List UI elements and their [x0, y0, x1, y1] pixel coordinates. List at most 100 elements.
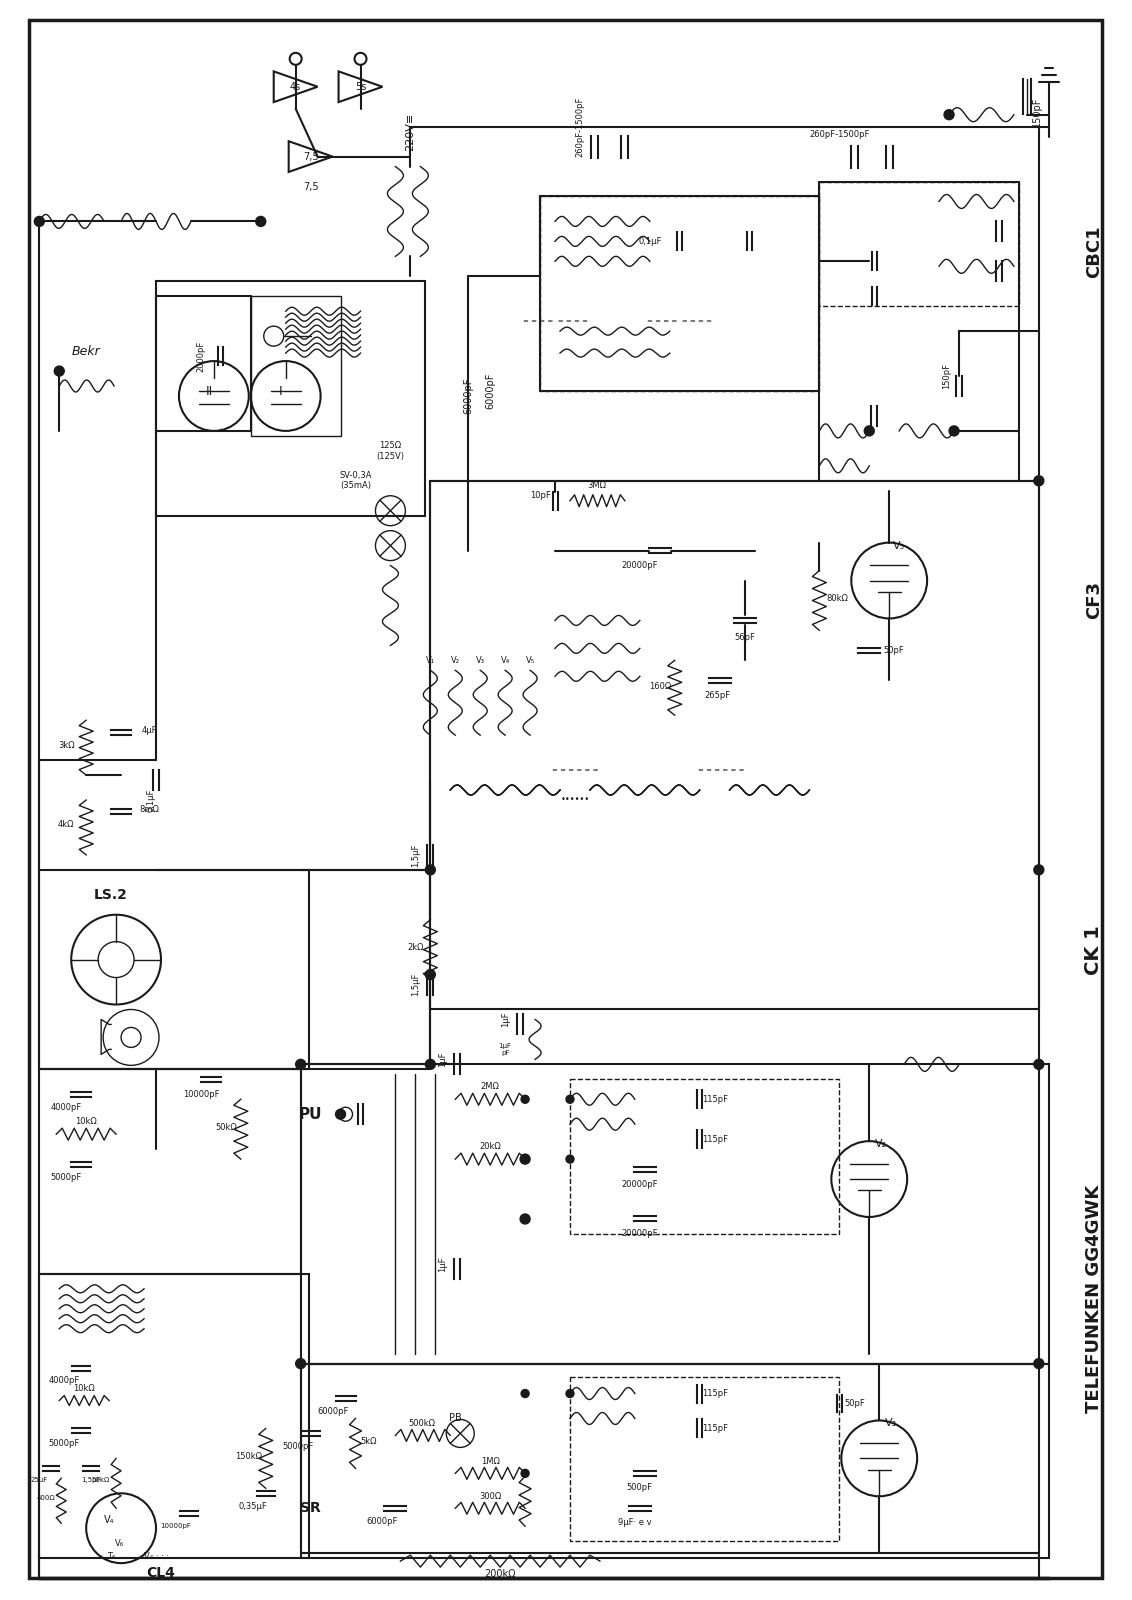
- Text: 0,1µF: 0,1µF: [146, 789, 155, 811]
- Text: V₃: V₃: [885, 1419, 898, 1429]
- Circle shape: [34, 216, 44, 227]
- Text: 20kΩ: 20kΩ: [479, 1142, 501, 1150]
- Text: 115pF: 115pF: [702, 1094, 728, 1104]
- Circle shape: [295, 1358, 306, 1368]
- Text: 1µF: 1µF: [500, 1011, 509, 1027]
- Text: V₅: V₅: [893, 541, 906, 550]
- Circle shape: [335, 1109, 345, 1120]
- Text: PB: PB: [449, 1413, 462, 1424]
- Circle shape: [864, 426, 874, 435]
- Circle shape: [426, 970, 436, 979]
- Text: SV-0,3A
(35mA): SV-0,3A (35mA): [340, 470, 371, 491]
- Circle shape: [295, 1059, 306, 1069]
- Text: V₄ · · ·: V₄ · · ·: [144, 1552, 169, 1560]
- Text: 0,1µF: 0,1µF: [638, 237, 661, 246]
- Text: 10kΩ: 10kΩ: [74, 1384, 95, 1394]
- Text: 4µF: 4µF: [142, 726, 156, 734]
- Bar: [430, 480, 1039, 1010]
- Text: 3MΩ: 3MΩ: [588, 482, 607, 490]
- Text: 20000pF: 20000pF: [621, 562, 658, 570]
- Text: SR: SR: [300, 1501, 321, 1515]
- Text: 220V≡: 220V≡: [405, 112, 415, 150]
- Text: 260pF-1500pF: 260pF-1500pF: [809, 130, 869, 139]
- Text: 500kΩ: 500kΩ: [409, 1419, 436, 1427]
- Text: T₆: T₆: [106, 1552, 115, 1560]
- Circle shape: [566, 1389, 574, 1397]
- Text: 150pF: 150pF: [943, 363, 952, 389]
- Text: 2MΩ: 2MΩ: [481, 1082, 499, 1091]
- Text: 8mΩ: 8mΩ: [139, 805, 158, 814]
- Text: V₄: V₄: [500, 656, 509, 666]
- Text: 150kΩ: 150kΩ: [235, 1451, 263, 1461]
- Bar: [820, 181, 1019, 306]
- Text: 115pF: 115pF: [702, 1424, 728, 1434]
- Text: 1,5µF: 1,5µF: [411, 843, 420, 867]
- Text: 5kΩ: 5kΩ: [360, 1437, 377, 1446]
- Text: 115pF: 115pF: [702, 1389, 728, 1398]
- Text: 400Ω: 400Ω: [37, 1496, 55, 1501]
- Text: 300Ω: 300Ω: [479, 1491, 501, 1501]
- Text: 3kΩ: 3kΩ: [58, 741, 75, 750]
- Text: CBC1: CBC1: [1084, 226, 1103, 278]
- Bar: [301, 1363, 1049, 1558]
- Text: 1µF
pF: 1µF pF: [499, 1043, 512, 1056]
- Text: 500pF: 500pF: [627, 1483, 653, 1491]
- Text: V₆: V₆: [114, 1539, 123, 1547]
- Circle shape: [521, 1389, 529, 1397]
- Circle shape: [1034, 1059, 1044, 1069]
- Text: Bekr: Bekr: [71, 344, 101, 358]
- Bar: [571, 1080, 839, 1234]
- Text: 5s: 5s: [354, 82, 366, 91]
- Circle shape: [521, 1155, 529, 1163]
- Text: 20000pF: 20000pF: [621, 1229, 658, 1238]
- Text: V₄: V₄: [104, 1515, 114, 1525]
- Text: 10kΩ: 10kΩ: [76, 1117, 97, 1126]
- Text: CK 1: CK 1: [1084, 925, 1104, 974]
- Text: 2000pF: 2000pF: [196, 341, 205, 371]
- Text: 7,5: 7,5: [303, 181, 318, 192]
- Text: 5000pF: 5000pF: [51, 1173, 82, 1181]
- Text: V₅: V₅: [525, 656, 534, 666]
- Bar: [540, 197, 820, 390]
- Text: 115pF: 115pF: [702, 1134, 728, 1144]
- Circle shape: [1034, 1358, 1044, 1368]
- Text: 4kΩ: 4kΩ: [58, 821, 75, 829]
- Text: 265pF: 265pF: [704, 691, 730, 699]
- Circle shape: [426, 866, 436, 875]
- Circle shape: [426, 1059, 436, 1069]
- Text: 4000pF: 4000pF: [49, 1376, 80, 1386]
- Text: 1,5µF: 1,5µF: [411, 973, 420, 997]
- Text: I: I: [278, 384, 283, 397]
- Text: CF3: CF3: [1084, 581, 1103, 619]
- Text: 1µF: 1µF: [438, 1051, 447, 1067]
- Text: 80kΩ: 80kΩ: [826, 594, 848, 603]
- Text: 50kΩ: 50kΩ: [215, 1123, 237, 1131]
- Text: 7,5: 7,5: [303, 152, 318, 162]
- Text: 6000pF: 6000pF: [486, 373, 495, 410]
- Text: PU: PU: [299, 1107, 323, 1122]
- Text: II: II: [205, 384, 213, 397]
- Text: 0,35µF: 0,35µF: [239, 1502, 267, 1510]
- Text: V₃: V₃: [475, 656, 484, 666]
- Text: 5000pF: 5000pF: [282, 1442, 314, 1451]
- Text: = = = =  = = = =: = = = = = = = =: [648, 318, 712, 325]
- Text: 50pF: 50pF: [844, 1398, 865, 1408]
- Text: 125Ω
(125V): 125Ω (125V): [377, 442, 404, 461]
- Text: 6000pF: 6000pF: [463, 378, 473, 414]
- Bar: [156, 282, 426, 515]
- Circle shape: [566, 1155, 574, 1163]
- Circle shape: [949, 426, 959, 435]
- Text: 10000pF: 10000pF: [161, 1523, 191, 1530]
- Bar: [40, 870, 309, 1069]
- Text: V₂: V₂: [451, 656, 460, 666]
- Circle shape: [944, 110, 954, 120]
- Text: = = = = = =: = = = = = =: [551, 766, 598, 773]
- Text: 50kΩ: 50kΩ: [92, 1477, 110, 1483]
- Bar: [571, 1376, 839, 1541]
- Circle shape: [256, 216, 266, 227]
- Text: 20000pF: 20000pF: [621, 1179, 658, 1189]
- Text: TELEFUNKEN GG4GWK: TELEFUNKEN GG4GWK: [1084, 1184, 1103, 1413]
- Text: 6000pF: 6000pF: [367, 1517, 398, 1526]
- Bar: [301, 1064, 1049, 1363]
- Circle shape: [1034, 866, 1044, 875]
